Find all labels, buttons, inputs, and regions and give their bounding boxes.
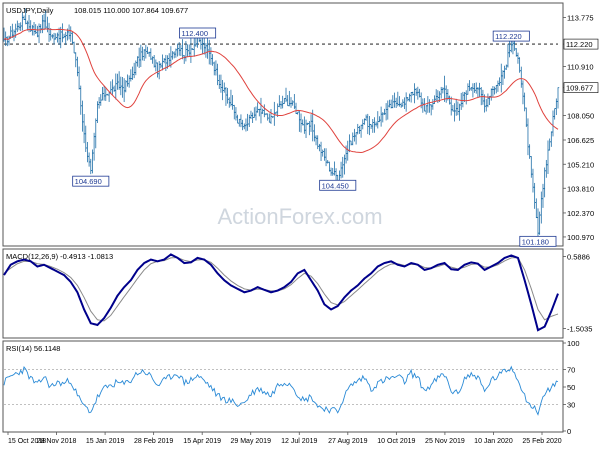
- last-price-tag: 109.677: [566, 84, 593, 93]
- last-price-tag-box: [563, 82, 599, 93]
- price-y-tick-label: 108.050: [567, 112, 594, 121]
- x-tick-label: 10 Oct 2019: [377, 438, 415, 445]
- annotation-box: [519, 235, 557, 247]
- ohlc-readout: 108.015 110.000 107.864 109.677: [74, 6, 188, 15]
- macd-y-tick-label: -1.5035: [567, 325, 592, 334]
- x-tick-label: 15 Apr 2019: [183, 438, 221, 445]
- resistance-price-tag-box: [563, 38, 599, 50]
- x-tick-label: 25 Nov 2019: [425, 438, 465, 445]
- annotation-label: 104.690: [75, 177, 102, 186]
- price-y-tick-label: 103.810: [567, 184, 594, 193]
- x-tick-label: 27 Aug 2019: [328, 438, 367, 445]
- price-y-tick-label: 100.970: [567, 233, 594, 242]
- macd-title: MACD(12,26,9) -0.4913 -1.0813: [6, 252, 113, 261]
- annotation-label: 104.450: [322, 181, 349, 190]
- rsi-y-tick-label: 30: [567, 401, 575, 410]
- price-panel-frame: [2, 2, 564, 247]
- macd-panel-frame: [2, 248, 564, 339]
- resistance-price-tag: 112.220: [566, 40, 593, 49]
- symbol-title: USDJPY,Daily: [6, 6, 54, 15]
- watermark: ActionForex.com: [217, 204, 382, 229]
- x-tick-label: 12 Jul 2019: [281, 438, 317, 445]
- price-y-tick-label: 110.910: [567, 63, 594, 72]
- x-tick-label: 29 May 2019: [230, 438, 271, 445]
- annotation-label: 112.220: [495, 32, 522, 41]
- price-y-tick-label: 113.775: [567, 13, 594, 22]
- rsi-title: RSI(14) 56.1148: [6, 344, 60, 353]
- macd-main-line: [3, 253, 559, 332]
- price-y-tick-label: 105.210: [567, 160, 594, 169]
- rsi-y-tick-label: 0: [567, 427, 571, 436]
- annotation-box: [72, 175, 110, 187]
- x-tick-label: 15 Jan 2019: [86, 438, 125, 445]
- rsi-panel-frame: [2, 340, 564, 433]
- annotation-box: [492, 30, 530, 42]
- rsi-line: [3, 365, 559, 416]
- price-y-tick-label: 102.370: [567, 209, 594, 218]
- rsi-y-tick-label: 50: [567, 383, 575, 392]
- x-tick-label: 28 Nov 2018: [37, 438, 77, 445]
- annotation-box: [319, 179, 357, 191]
- x-tick-label: 25 Feb 2020: [522, 438, 561, 445]
- rsi-y-tick-label: 70: [567, 365, 575, 374]
- annotation-label: 112.400: [181, 29, 208, 38]
- annotation-label: 101.180: [522, 237, 549, 246]
- x-tick-label: 15 Oct 2018: [8, 438, 46, 445]
- x-tick-label: 28 Feb 2019: [134, 438, 173, 445]
- moving-average-line: [3, 28, 559, 153]
- rsi-y-tick-label: 100: [567, 339, 580, 348]
- annotation-box: [179, 27, 217, 39]
- macd-y-tick-label: 0.5886: [567, 253, 590, 262]
- price-y-tick-label: 106.625: [567, 136, 594, 145]
- x-tick-label: 10 Jan 2020: [474, 438, 513, 445]
